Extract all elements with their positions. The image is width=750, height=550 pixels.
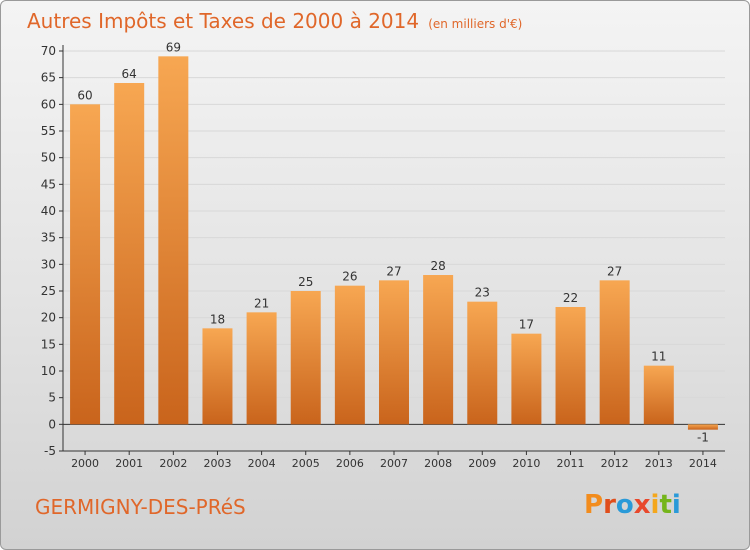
- data-label: 25: [298, 275, 313, 289]
- bar: [643, 365, 674, 425]
- logo-letter: r: [603, 490, 616, 520]
- x-tick-label: 2003: [203, 457, 231, 470]
- x-tick-label: 2001: [115, 457, 143, 470]
- x-tick-label: 2012: [601, 457, 629, 470]
- bar: [114, 83, 145, 425]
- y-tick-label: 65: [41, 71, 56, 85]
- data-label: 26: [342, 270, 357, 284]
- data-label: 69: [166, 40, 181, 54]
- bar: [555, 307, 586, 425]
- data-label: 21: [254, 296, 269, 310]
- logo-letter: P: [584, 490, 604, 520]
- data-label: 11: [651, 350, 666, 364]
- y-tick-label: 0: [48, 417, 56, 431]
- bar: [687, 424, 718, 430]
- chart-unit: (en milliers d'€): [428, 17, 523, 31]
- data-label: 60: [77, 88, 92, 102]
- bar: [599, 280, 630, 425]
- bars: [70, 56, 718, 430]
- y-tick-label: 70: [41, 44, 56, 58]
- y-tick-label: 60: [41, 97, 56, 111]
- data-label: 28: [430, 259, 445, 273]
- x-tick-label: 2000: [71, 457, 99, 470]
- data-label: 18: [210, 312, 225, 326]
- logo-letter: x: [633, 490, 651, 520]
- data-label: 17: [519, 318, 534, 332]
- logo-letter: i: [671, 490, 681, 520]
- y-tick-label: 35: [41, 231, 56, 245]
- x-tick-label: 2010: [512, 457, 540, 470]
- x-tick-label: 2011: [557, 457, 585, 470]
- bar: [246, 312, 277, 425]
- location-name: GERMIGNY-DES-PRéS: [35, 495, 246, 519]
- x-tick-label: 2008: [424, 457, 452, 470]
- data-label: 27: [607, 264, 622, 278]
- y-tick-label: 55: [41, 124, 56, 138]
- y-tick-label: 50: [41, 151, 56, 165]
- bar: [70, 104, 101, 425]
- bar: [202, 328, 233, 425]
- x-tick-label: 2014: [689, 457, 717, 470]
- logo-letter: o: [615, 490, 634, 520]
- bar: [511, 333, 542, 425]
- y-tick-label: 25: [41, 284, 56, 298]
- labels: 2000 60 2001 64 2002 69 2003 18 2004 21 2005 25 2006…: [71, 40, 717, 470]
- x-tick-label: 2005: [292, 457, 320, 470]
- x-tick-label: 2006: [336, 457, 364, 470]
- y-tick-label: 30: [41, 257, 56, 271]
- x-tick-label: 2004: [248, 457, 276, 470]
- y-tick-label: -5: [44, 444, 56, 458]
- data-label: 27: [386, 264, 401, 278]
- data-label: 64: [122, 67, 137, 81]
- bar: [158, 56, 189, 425]
- y-tick-label: 20: [41, 311, 56, 325]
- y-tick-label: 10: [41, 364, 56, 378]
- bar: [467, 301, 498, 425]
- x-tick-label: 2002: [159, 457, 187, 470]
- data-label: 23: [475, 286, 490, 300]
- data-label: 22: [563, 291, 578, 305]
- x-tick-label: 2009: [468, 457, 496, 470]
- y-tick-label: 5: [48, 391, 56, 405]
- logo-letter: t: [659, 490, 672, 520]
- y-tick-label: 15: [41, 337, 56, 351]
- bar: [379, 280, 409, 425]
- chart-title-text: Autres Impôts et Taxes de 2000 à 2014: [27, 9, 420, 33]
- y-tick-label: 45: [41, 177, 56, 191]
- x-tick-label: 2007: [380, 457, 408, 470]
- data-label: -1: [697, 431, 709, 445]
- proxiti-logo: Proxiti: [584, 490, 681, 520]
- y-tick-label: 40: [41, 204, 56, 218]
- bar: [423, 275, 454, 425]
- x-tick-label: 2013: [645, 457, 673, 470]
- chart-title: Autres Impôts et Taxes de 2000 à 2014 (e…: [27, 9, 522, 33]
- bar: [290, 291, 321, 425]
- logo-letter: i: [650, 490, 660, 520]
- bar: [334, 285, 365, 425]
